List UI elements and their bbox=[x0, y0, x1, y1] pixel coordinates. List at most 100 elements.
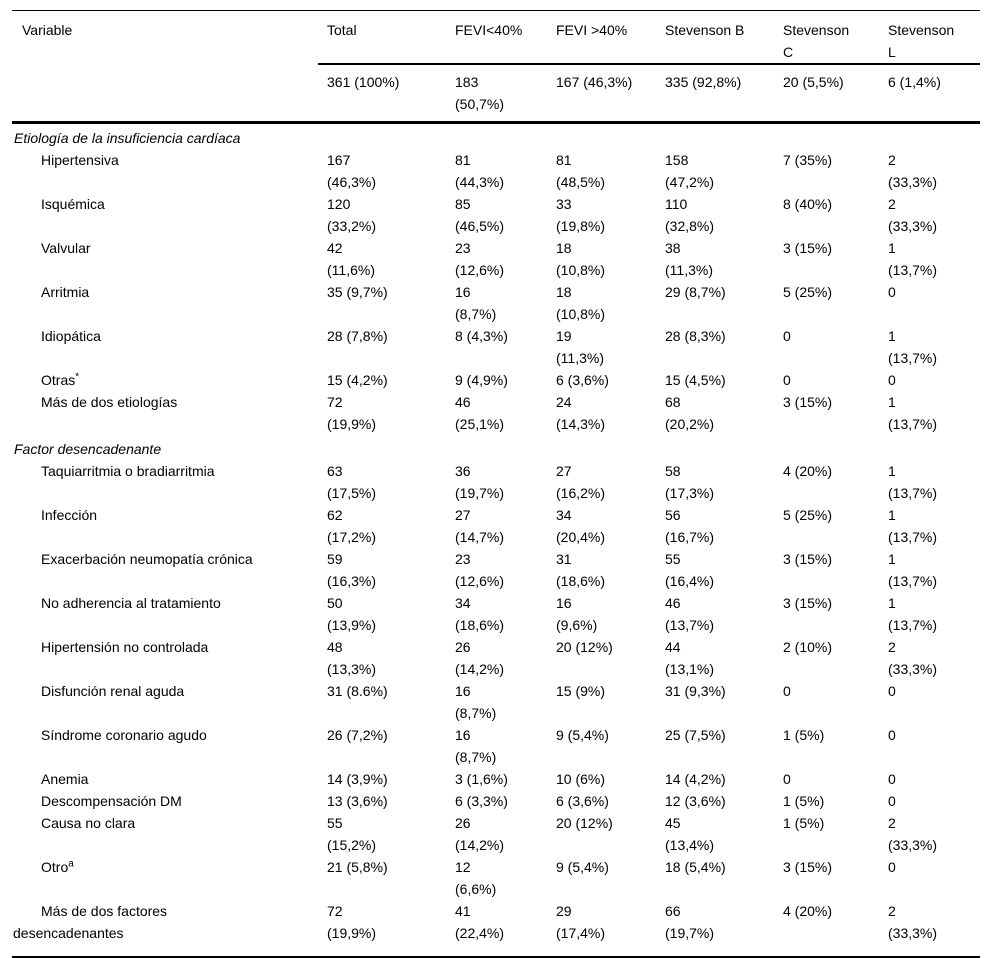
totals-cell-total: 361 (100%) bbox=[318, 64, 446, 124]
cell-value: 1 (5%) bbox=[783, 815, 825, 831]
totals-cell-stevenson-c: 20 (5,5%) bbox=[774, 64, 879, 124]
row-label: Otras* bbox=[41, 371, 80, 388]
cell-value: 0 bbox=[783, 372, 791, 388]
row-label: Otroa bbox=[41, 858, 74, 875]
cell-value: 9 (5,4%) bbox=[556, 727, 609, 743]
cell-value: 31 (18,6%) bbox=[556, 551, 606, 589]
cell-value: 120 (33,2%) bbox=[327, 196, 377, 234]
cell-value: 3 (15%) bbox=[783, 859, 833, 875]
cell-value: 2 (33,3%) bbox=[888, 639, 938, 677]
paper-table-container: Variable Total FEVI<40% FEVI >40% Steven… bbox=[12, 10, 980, 958]
table-row: Isquémica 120 (33,2%) 85 (46,5%) 33 (19,8%)… bbox=[12, 193, 980, 237]
table-row: Arritmia 35 (9,7%) 16 (8,7%) 18 (10,8%) 29 (… bbox=[12, 281, 980, 325]
cell-value: 110 (32,8%) bbox=[665, 196, 715, 234]
row-label: Anemia bbox=[41, 771, 89, 787]
cell-value: 0 bbox=[888, 793, 896, 809]
cell-value: 5 (25%) bbox=[783, 284, 833, 300]
column-header-fevi-lt40: FEVI<40% bbox=[446, 10, 547, 65]
row-label: Exacerbación neumopatía crónica bbox=[41, 551, 253, 567]
cell-value: 1 (13,7%) bbox=[888, 394, 938, 432]
totals-cell-stevenson-b: 335 (92,8%) bbox=[656, 64, 774, 124]
table-row: Exacerbación neumopatía crónica 59 (16,3%… bbox=[12, 548, 980, 592]
cell-value: 23 (12,6%) bbox=[455, 551, 505, 589]
cell-value: 38 (11,3%) bbox=[665, 240, 713, 278]
cell-value: 14 (3,9%) bbox=[327, 771, 388, 787]
cell-value: 0 bbox=[783, 328, 791, 344]
row-label: Síndrome coronario agudo bbox=[41, 727, 207, 743]
cell-value: 15 (9%) bbox=[556, 683, 606, 699]
cell-value: 72 (19,9%) bbox=[327, 903, 377, 941]
row-label: Disfunción renal aguda bbox=[41, 683, 185, 699]
cell-value: 6 (3,6%) bbox=[556, 372, 609, 388]
cell-value: 46 (25,1%) bbox=[455, 394, 505, 432]
cell-value: 9 (5,4%) bbox=[556, 859, 609, 875]
cell-value: 1 (13,7%) bbox=[888, 240, 938, 278]
column-header-stevenson-l: Stevenson L bbox=[879, 10, 980, 65]
cell-value: 31 (9,3%) bbox=[665, 683, 726, 699]
cell-value: 41 (22,4%) bbox=[455, 903, 505, 941]
cell-value: 56 (16,7%) bbox=[665, 507, 715, 545]
header-row: Variable Total FEVI<40% FEVI >40% Steven… bbox=[12, 10, 980, 124]
table-row: Hipertensión no controlada 48 (13,3%) 26 (… bbox=[12, 636, 980, 680]
cell-value: 10 (6%) bbox=[556, 771, 606, 787]
cell-value: 23 (12,6%) bbox=[455, 240, 505, 278]
cell-value: 44 (13,1%) bbox=[665, 639, 715, 677]
cell-value: 2 (33,3%) bbox=[888, 903, 938, 941]
cell-value: 26 (14,2%) bbox=[455, 815, 505, 853]
cell-value: 18 (10,8%) bbox=[556, 240, 606, 278]
cell-value: 3 (15%) bbox=[783, 551, 833, 567]
table-row: Causa no clara 55 (15,2%) 26 (14,2%) 20 (12… bbox=[12, 812, 980, 856]
totals-row: 361 (100%) 183 (50,7%) 167 (46,3%) 335 (… bbox=[12, 64, 980, 124]
cell-value: 26 (7,2%) bbox=[327, 727, 388, 743]
cell-value: 81 (44,3%) bbox=[455, 152, 505, 190]
cell-value: 25 (7,5%) bbox=[665, 727, 726, 743]
cell-value: 0 bbox=[783, 771, 791, 787]
cell-value: 42 (11,6%) bbox=[327, 240, 375, 278]
cell-value: 81 (48,5%) bbox=[556, 152, 606, 190]
cell-value: 3 (15%) bbox=[783, 595, 833, 611]
cell-value: 2 (33,3%) bbox=[888, 152, 938, 190]
row-label: No adherencia al tratamiento bbox=[41, 595, 221, 611]
cell-value: 8 (40%) bbox=[783, 196, 833, 212]
cell-value: 1 (13,7%) bbox=[888, 551, 938, 589]
column-header-fevi-gt40: FEVI >40% bbox=[547, 10, 656, 65]
section-header-row: Etiología de la insuficiencia cardíaca bbox=[12, 123, 980, 150]
section-title: Factor desencadenante bbox=[14, 441, 162, 457]
table-row: No adherencia al tratamiento 50 (13,9%) 34… bbox=[12, 592, 980, 636]
cell-value: 20 (12%) bbox=[556, 815, 613, 831]
cell-value: 33 (19,8%) bbox=[556, 196, 606, 234]
table-row: Más de dos etiologías 72 (19,9%) 46 (25,1%… bbox=[12, 391, 980, 435]
table-row: Infección 62 (17,2%) 27 (14,7%) 34 (20,4%) 5… bbox=[12, 504, 980, 548]
cell-value: 3 (15%) bbox=[783, 394, 833, 410]
row-label: Causa no clara bbox=[41, 815, 136, 831]
cell-value: 1 (13,7%) bbox=[888, 328, 938, 366]
row-label: Más de dos etiologías bbox=[41, 394, 178, 410]
cell-value: 72 (19,9%) bbox=[327, 394, 377, 432]
table-row: Hipertensiva 167 (46,3%) 81 (44,3%) 81 (48,… bbox=[12, 149, 980, 193]
cell-value: 31 (8.6%) bbox=[327, 683, 388, 699]
cell-value: 15 (4,5%) bbox=[665, 372, 726, 388]
cell-value: 5 (25%) bbox=[783, 507, 833, 523]
cell-value: 63 (17,5%) bbox=[327, 463, 377, 501]
cell-value: 50 (13,9%) bbox=[327, 595, 377, 633]
cell-value: 85 (46,5%) bbox=[455, 196, 505, 234]
cell-value: 1 (13,7%) bbox=[888, 463, 938, 501]
cell-value: 2 (10%) bbox=[783, 639, 833, 655]
cell-value: 14 (4,2%) bbox=[665, 771, 726, 787]
cell-value: 16 (8,7%) bbox=[455, 683, 497, 721]
cell-value: 2 (33,3%) bbox=[888, 196, 938, 234]
footnote-marker: * bbox=[75, 371, 80, 383]
cell-value: 1 (5%) bbox=[783, 793, 825, 809]
cell-value: 158 (47,2%) bbox=[665, 152, 715, 190]
cell-value: 28 (8,3%) bbox=[665, 328, 726, 344]
cell-value: 3 (15%) bbox=[783, 240, 833, 256]
table-row: Disfunción renal aguda 31 (8.6%) 16 (8,7%)… bbox=[12, 680, 980, 724]
cell-value: 0 bbox=[888, 284, 896, 300]
row-label: Isquémica bbox=[41, 196, 105, 212]
cell-value: 34 (18,6%) bbox=[455, 595, 505, 633]
cell-value: 0 bbox=[888, 859, 896, 875]
row-label: Valvular bbox=[41, 240, 91, 256]
row-label: Hipertensión no controlada bbox=[41, 639, 209, 655]
cell-value: 2 (33,3%) bbox=[888, 815, 938, 853]
section-header-row: Factor desencadenante bbox=[12, 435, 980, 460]
